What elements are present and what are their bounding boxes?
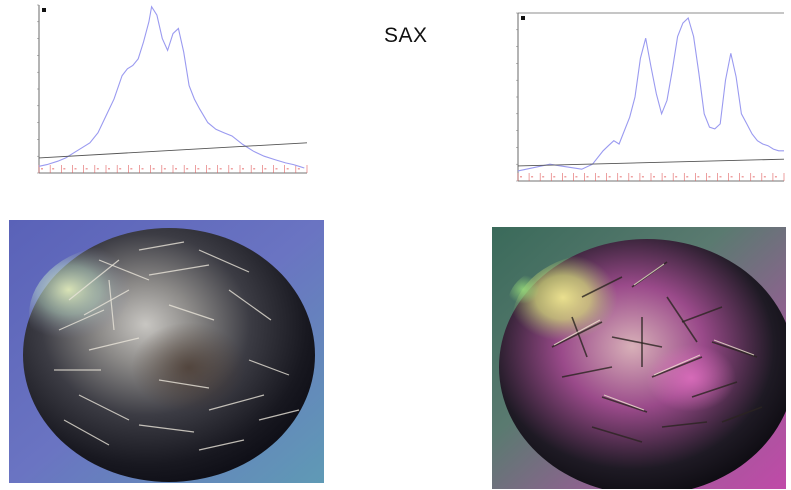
chromatogram-right-plot bbox=[516, 12, 785, 182]
left-x-tick-mark bbox=[264, 168, 267, 170]
left-baseline-line bbox=[38, 142, 308, 159]
right-x-tick-mark bbox=[630, 176, 633, 178]
left-x-tick-mark bbox=[152, 168, 155, 170]
left-corner-marker bbox=[42, 8, 46, 12]
left-x-tick-mark bbox=[242, 168, 244, 170]
left-x-tick-mark bbox=[163, 168, 166, 170]
right-x-tick-mark bbox=[586, 176, 589, 178]
right-x-tick-mark bbox=[686, 176, 689, 178]
right-x-tick-mark bbox=[653, 176, 655, 178]
left-x-tick-mark bbox=[41, 168, 43, 170]
right-x-tick-mark bbox=[608, 176, 611, 178]
right-x-tick-mark bbox=[675, 176, 678, 178]
right-x-tick-mark bbox=[719, 176, 722, 178]
left-x-tick-mark bbox=[219, 168, 222, 170]
right-baseline-line bbox=[517, 158, 785, 167]
right-corner-marker bbox=[521, 16, 525, 20]
left-x-tick-mark bbox=[297, 168, 300, 170]
left-x-tick-mark bbox=[197, 168, 200, 170]
chromatogram-right bbox=[508, 10, 786, 195]
right-trace-line bbox=[517, 16, 784, 172]
left-x-tick-mark bbox=[208, 168, 211, 170]
left-x-tick-mark bbox=[175, 168, 177, 170]
left-x-tick-mark bbox=[230, 168, 233, 170]
right-x-tick-mark bbox=[730, 176, 733, 178]
right-x-tick-mark bbox=[619, 176, 622, 178]
left-x-tick-mark bbox=[96, 168, 99, 170]
left-x-tick-mark bbox=[119, 168, 122, 170]
left-x-tick-mark bbox=[52, 168, 55, 170]
right-x-tick-mark bbox=[597, 176, 600, 178]
left-trace-line bbox=[38, 5, 305, 169]
left-x-tick-mark bbox=[63, 168, 66, 170]
right-x-tick-mark bbox=[752, 176, 755, 178]
left-x-tick-mark bbox=[85, 168, 88, 170]
right-x-tick-mark bbox=[553, 176, 556, 178]
right-x-tick-mark bbox=[763, 176, 766, 178]
left-x-tick-mark bbox=[74, 168, 77, 170]
crystal-drop-photo-left bbox=[9, 220, 324, 483]
right-x-tick-mark bbox=[520, 176, 522, 178]
left-x-tick-mark bbox=[275, 168, 278, 170]
right-x-tick-mark bbox=[575, 176, 578, 178]
left-x-tick-mark bbox=[253, 168, 256, 170]
left-x-tick-mark bbox=[186, 168, 189, 170]
right-x-tick-mark bbox=[741, 176, 744, 178]
chromatogram-left-plot bbox=[37, 4, 308, 174]
right-x-tick-mark bbox=[697, 176, 700, 178]
right-x-tick-mark bbox=[531, 176, 534, 178]
right-x-tick-mark bbox=[774, 176, 777, 178]
left-x-tick-mark bbox=[130, 168, 133, 170]
right-x-tick-mark bbox=[641, 176, 644, 178]
sax-label: SAX bbox=[384, 24, 428, 47]
crystal-drop-photo-right bbox=[492, 227, 786, 489]
left-x-tick-mark bbox=[141, 168, 144, 170]
right-x-tick-mark bbox=[664, 176, 667, 178]
left-x-tick-mark bbox=[108, 168, 110, 170]
chromatogram-left bbox=[29, 2, 309, 187]
right-x-tick-mark bbox=[708, 176, 711, 178]
right-x-tick-mark bbox=[564, 176, 567, 178]
left-x-tick-mark bbox=[286, 168, 289, 170]
right-x-tick-mark bbox=[542, 176, 545, 178]
